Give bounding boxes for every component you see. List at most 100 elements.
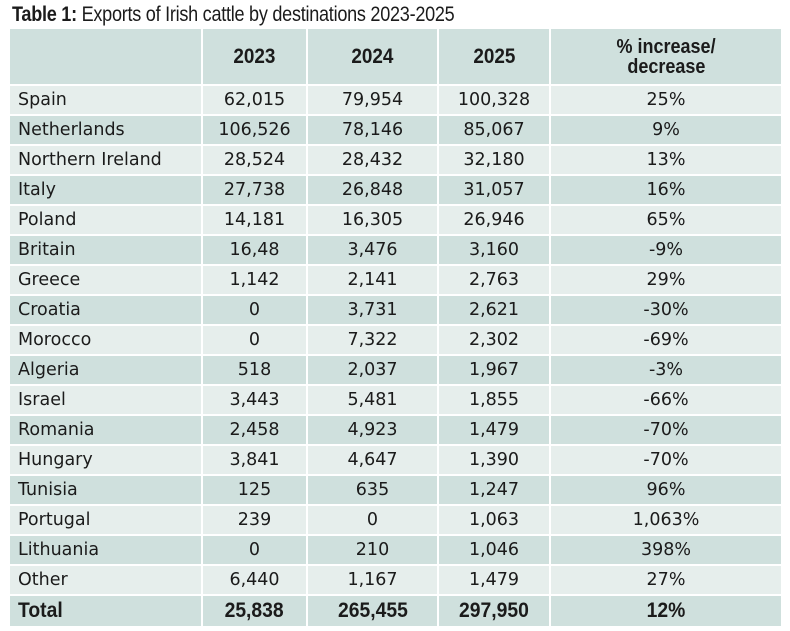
cell-percent-change: 96% — [549, 474, 781, 505]
cell-percent-change: 398% — [549, 534, 781, 565]
cell-2024: 0 — [306, 504, 438, 535]
cell-percent-change: 25% — [549, 84, 781, 115]
table-body: Spain 62,015 79,954 100,328 25% Netherlands 10… — [10, 84, 781, 626]
cell-destination: Hungary — [10, 444, 202, 475]
cell-destination: Northern Ireland — [10, 144, 202, 175]
header-percent-change: % increase/ decrease — [549, 29, 781, 85]
cell-2023: 239 — [201, 504, 307, 535]
cell-2025: 100,328 — [437, 84, 550, 115]
total-cell-2024: 265,455 — [306, 594, 438, 626]
total-cell-2025: 297,950 — [437, 594, 550, 626]
header-2025-label: 2025 — [472, 44, 516, 68]
table-header: 2023 2024 2025 % increase/ decrease — [10, 29, 781, 85]
cell-2024: 26,848 — [306, 174, 438, 205]
cell-percent-change: -9% — [549, 234, 781, 265]
cell-2023: 6,440 — [201, 564, 307, 595]
cell-percent-change: 13% — [549, 144, 781, 175]
table-row: Italy 27,738 26,848 31,057 16% — [10, 174, 781, 205]
table-row: Britain 16,48 3,476 3,160 -9% — [10, 234, 781, 265]
cell-destination: Tunisia — [10, 474, 202, 505]
header-destination — [10, 29, 202, 85]
table-row: Portugal 239 0 1,063 1,063% — [10, 504, 781, 535]
table-row: Poland 14,181 16,305 26,946 65% — [10, 204, 781, 235]
cell-2024: 2,141 — [306, 264, 438, 295]
cell-2025: 2,302 — [437, 324, 550, 355]
cell-2025: 1,247 — [437, 474, 550, 505]
cell-destination: Other — [10, 564, 202, 595]
cell-destination: Italy — [10, 174, 202, 205]
cell-destination: Algeria — [10, 354, 202, 385]
cell-percent-change: -70% — [549, 444, 781, 475]
cell-percent-change: 65% — [549, 204, 781, 235]
table-row: Hungary 3,841 4,647 1,390 -70% — [10, 444, 781, 475]
cell-percent-change: -30% — [549, 294, 781, 325]
cell-2024: 4,647 — [306, 444, 438, 475]
cell-2023: 0 — [201, 324, 307, 355]
table-row: Other 6,440 1,167 1,479 27% — [10, 564, 781, 595]
cell-percent-change: -69% — [549, 324, 781, 355]
table-title-text: Exports of Irish cattle by destinations … — [76, 3, 455, 26]
cell-destination: Greece — [10, 264, 202, 295]
total-cell-2024-value: 265,455 — [337, 599, 408, 622]
cell-2023: 16,48 — [201, 234, 307, 265]
cell-2024: 4,923 — [306, 414, 438, 445]
total-cell-2023: 25,838 — [201, 594, 307, 626]
cell-2025: 2,621 — [437, 294, 550, 325]
cell-destination: Netherlands — [10, 114, 202, 145]
table-row: Romania 2,458 4,923 1,479 -70% — [10, 414, 781, 445]
table-row: Lithuania 0 210 1,046 398% — [10, 534, 781, 565]
cell-2023: 28,524 — [201, 144, 307, 175]
cell-2024: 3,731 — [306, 294, 438, 325]
header-row: 2023 2024 2025 % increase/ decrease — [10, 29, 781, 85]
cell-percent-change: 9% — [549, 114, 781, 145]
cell-destination: Britain — [10, 234, 202, 265]
cell-destination: Romania — [10, 414, 202, 445]
cell-2023: 0 — [201, 534, 307, 565]
cell-2024: 1,167 — [306, 564, 438, 595]
header-2025: 2025 — [437, 29, 550, 85]
cell-2024: 28,432 — [306, 144, 438, 175]
cell-destination: Croatia — [10, 294, 202, 325]
total-cell-2025-value: 297,950 — [459, 599, 529, 622]
cell-2023: 2,458 — [201, 414, 307, 445]
cell-2024: 3,476 — [306, 234, 438, 265]
cell-2025: 1,479 — [437, 414, 550, 445]
cell-percent-change: -70% — [549, 414, 781, 445]
cell-2025: 1,479 — [437, 564, 550, 595]
cell-2023: 518 — [201, 354, 307, 385]
cell-destination: Morocco — [10, 324, 202, 355]
cell-percent-change: 16% — [549, 174, 781, 205]
cell-destination: Lithuania — [10, 534, 202, 565]
cell-2025: 1,390 — [437, 444, 550, 475]
cell-2024: 78,146 — [306, 114, 438, 145]
table-title-label: Table 1: — [12, 3, 77, 26]
cell-2023: 27,738 — [201, 174, 307, 205]
table-row: Netherlands 106,526 78,146 85,067 9% — [10, 114, 781, 145]
cell-2023: 14,181 — [201, 204, 307, 235]
cell-2025: 1,855 — [437, 384, 550, 415]
table-row: Israel 3,443 5,481 1,855 -66% — [10, 384, 781, 415]
header-percent-line1: % increase/ — [616, 35, 716, 58]
cell-2024: 5,481 — [306, 384, 438, 415]
cell-2025: 31,057 — [437, 174, 550, 205]
header-2024-label: 2024 — [351, 44, 394, 68]
cell-2025: 1,046 — [437, 534, 550, 565]
cell-2024: 210 — [306, 534, 438, 565]
header-2023: 2023 — [201, 29, 307, 85]
cell-2025: 1,967 — [437, 354, 550, 385]
total-cell-destination-value: Total — [18, 599, 63, 622]
cell-2025: 26,946 — [437, 204, 550, 235]
total-cell-percent-change-value: 12% — [646, 599, 686, 622]
cell-2023: 1,142 — [201, 264, 307, 295]
table-row: Algeria 518 2,037 1,967 -3% — [10, 354, 781, 385]
cell-2024: 79,954 — [306, 84, 438, 115]
cell-2025: 85,067 — [437, 114, 550, 145]
cell-2023: 3,841 — [201, 444, 307, 475]
table-row: Morocco 0 7,322 2,302 -69% — [10, 324, 781, 355]
cell-destination: Poland — [10, 204, 202, 235]
table-title: Table 1: Exports of Irish cattle by dest… — [12, 2, 455, 28]
cell-2025: 3,160 — [437, 234, 550, 265]
table-row: Spain 62,015 79,954 100,328 25% — [10, 84, 781, 115]
cell-2024: 16,305 — [306, 204, 438, 235]
cell-percent-change: 29% — [549, 264, 781, 295]
